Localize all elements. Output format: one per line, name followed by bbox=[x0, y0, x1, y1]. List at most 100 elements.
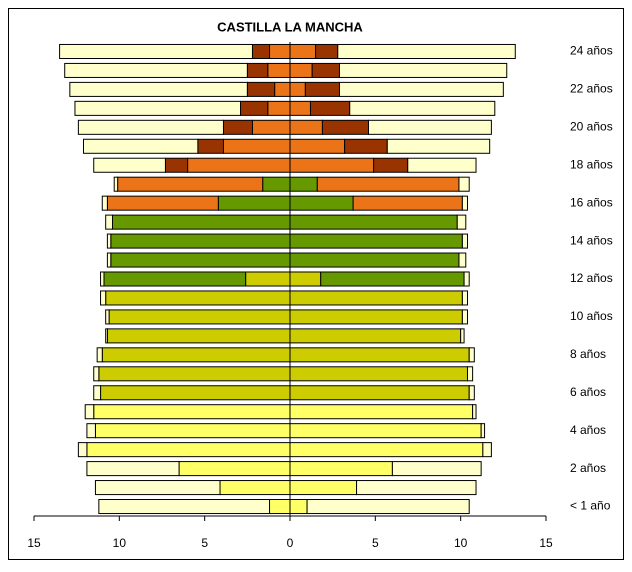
bar-segment bbox=[461, 309, 468, 325]
bar-segment bbox=[93, 385, 102, 401]
y-tick-label: 6 años bbox=[570, 385, 606, 399]
y-tick-label: 12 años bbox=[570, 271, 613, 285]
bar-segment bbox=[289, 309, 463, 325]
bar-segment bbox=[105, 214, 114, 230]
bar-segment bbox=[289, 385, 470, 401]
bar-segment bbox=[461, 290, 468, 306]
bar-segment bbox=[106, 328, 291, 344]
bar-segment bbox=[106, 252, 112, 268]
bar-segment bbox=[103, 271, 247, 287]
bar-segment bbox=[321, 119, 370, 135]
bar-segment bbox=[338, 81, 504, 97]
bar-segment bbox=[74, 100, 242, 116]
bar-segment bbox=[289, 480, 358, 496]
bar-segment bbox=[468, 347, 475, 363]
bar-segment bbox=[274, 81, 291, 97]
bar-segment bbox=[316, 176, 460, 192]
bar-segment bbox=[289, 423, 482, 439]
bar-segment bbox=[112, 214, 291, 230]
bar-segment bbox=[246, 81, 276, 97]
bar-segment bbox=[315, 43, 339, 59]
bar-segment bbox=[98, 499, 271, 515]
x-tick-label: 0 bbox=[287, 536, 294, 550]
x-tick-label: 15 bbox=[539, 536, 553, 550]
bar-segment bbox=[105, 328, 108, 344]
bar-segment bbox=[187, 157, 291, 173]
bar-segment bbox=[456, 214, 467, 230]
bar-segment bbox=[309, 100, 351, 116]
bar-segment bbox=[94, 423, 291, 439]
bar-segment bbox=[289, 119, 323, 135]
y-tick-label: 18 años bbox=[570, 157, 613, 171]
bar-segment bbox=[108, 309, 291, 325]
bar-segment bbox=[77, 442, 88, 458]
bar-segment bbox=[77, 119, 224, 135]
bar-segment bbox=[84, 404, 95, 420]
bar-segment bbox=[269, 499, 291, 515]
y-tick-label: < 1 año bbox=[570, 499, 611, 513]
bar-segment bbox=[219, 480, 291, 496]
bar-segment bbox=[269, 43, 291, 59]
bar-segment bbox=[289, 214, 458, 230]
x-tick-label: 10 bbox=[454, 536, 468, 550]
bar-segment bbox=[460, 328, 465, 344]
bar-segment bbox=[86, 423, 96, 439]
bar-segment bbox=[352, 195, 463, 211]
x-tick-label: 5 bbox=[201, 536, 208, 550]
bar-segment bbox=[289, 461, 393, 477]
bar-segment bbox=[463, 271, 470, 287]
bar-segment bbox=[304, 81, 340, 97]
bar-segment bbox=[480, 423, 486, 439]
bar-segment bbox=[349, 100, 496, 116]
bar-segment bbox=[311, 62, 340, 78]
bar-segment bbox=[101, 347, 291, 363]
bar-segment bbox=[289, 62, 313, 78]
bar-segment bbox=[289, 252, 460, 268]
bar-segment bbox=[222, 119, 253, 135]
bar-segment bbox=[105, 290, 291, 306]
bar-segment bbox=[344, 138, 388, 154]
bar-segment bbox=[267, 100, 291, 116]
bar-segment bbox=[110, 252, 291, 268]
bar-segment bbox=[466, 366, 474, 382]
bar-segment bbox=[289, 195, 354, 211]
bar-segment bbox=[306, 499, 470, 515]
bar-segment bbox=[246, 62, 269, 78]
y-tick-label: 4 años bbox=[570, 423, 606, 437]
bar-segment bbox=[482, 442, 492, 458]
bar-segment bbox=[98, 366, 291, 382]
bar-segment bbox=[320, 271, 465, 287]
bar-segment bbox=[337, 43, 516, 59]
bar-segment bbox=[100, 271, 105, 287]
bar-segment bbox=[64, 62, 248, 78]
bar-segment bbox=[356, 480, 477, 496]
bar-segment bbox=[82, 138, 199, 154]
chart-title: CASTILLA LA MANCHA bbox=[217, 19, 363, 34]
bar-segment bbox=[289, 176, 318, 192]
bar-segment bbox=[100, 290, 107, 306]
bar-segment bbox=[86, 442, 291, 458]
bar-segment bbox=[368, 119, 492, 135]
bar-segment bbox=[106, 195, 219, 211]
bar-segment bbox=[289, 43, 317, 59]
bar-segment bbox=[267, 62, 291, 78]
bar-segment bbox=[245, 271, 291, 287]
bar-segment bbox=[289, 404, 474, 420]
y-tick-label: 2 años bbox=[570, 461, 606, 475]
bar-segment bbox=[178, 461, 291, 477]
bar-segment bbox=[458, 252, 467, 268]
y-tick-label: 10 años bbox=[570, 309, 613, 323]
bar-segment bbox=[289, 138, 346, 154]
y-tick-label: 8 años bbox=[570, 347, 606, 361]
bar-segment bbox=[289, 442, 484, 458]
bar-segment bbox=[101, 195, 108, 211]
y-tick-label: 16 años bbox=[570, 195, 613, 209]
bar-segment bbox=[289, 328, 462, 344]
bar-segment bbox=[93, 157, 166, 173]
bar-segment bbox=[251, 119, 291, 135]
bar-segment bbox=[289, 347, 470, 363]
x-tick-label: 15 bbox=[27, 536, 41, 550]
bar-segment bbox=[100, 385, 291, 401]
bar-segment bbox=[262, 176, 291, 192]
